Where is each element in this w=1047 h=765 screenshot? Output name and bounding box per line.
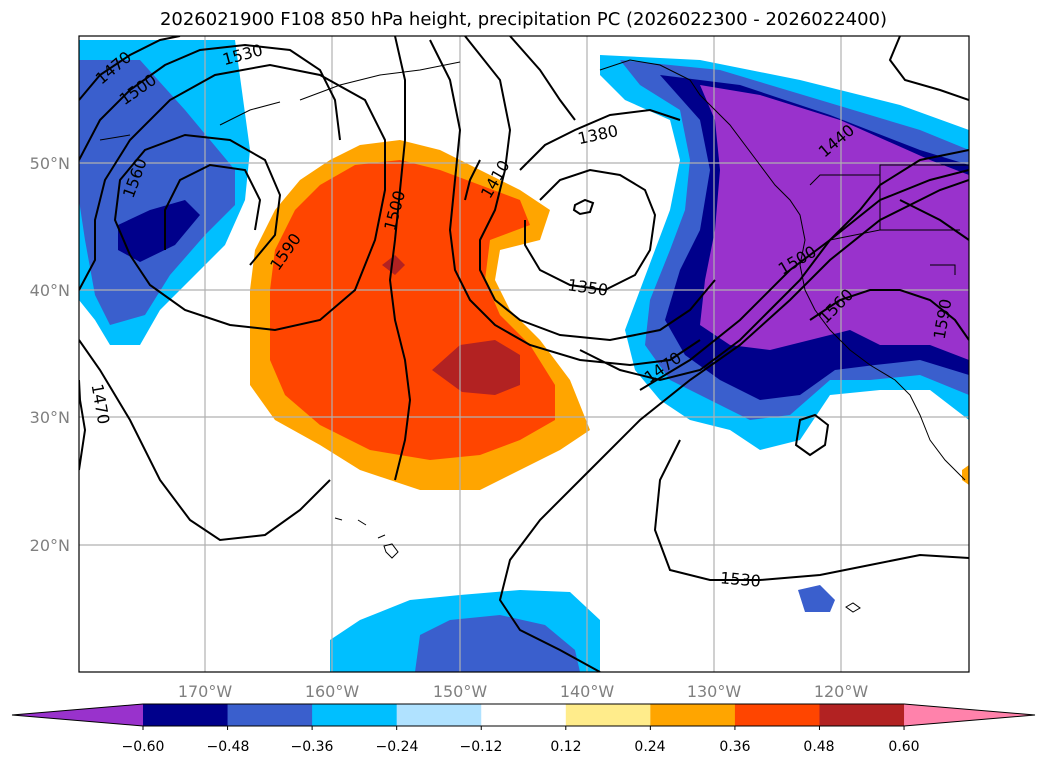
colorbar xyxy=(11,703,1036,730)
map-frame xyxy=(78,35,970,673)
colorbar-segment xyxy=(481,704,567,726)
longitude-labels: 170°W 160°W 150°W 140°W 130°W 120°W xyxy=(178,682,869,701)
lon-label: 120°W xyxy=(814,682,869,701)
colorbar-segment xyxy=(565,704,651,726)
lon-label: 130°W xyxy=(687,682,742,701)
colorbar-tick-label: −0.60 xyxy=(122,739,165,755)
colorbar-segment xyxy=(650,704,736,726)
colorbar-ticks: −0.60 −0.48 −0.36 −0.24 −0.12 0.12 0.24 … xyxy=(122,739,920,755)
map-panel: 1470 1500 1530 1560 1590 1500 1410 1380 … xyxy=(79,36,969,672)
colorbar-segment xyxy=(227,704,313,726)
colorbar-segment xyxy=(143,704,229,726)
neg-anomaly-small xyxy=(798,585,835,612)
lon-label: 150°W xyxy=(433,682,488,701)
height-contours xyxy=(79,36,969,672)
lat-label: 50°N xyxy=(30,154,70,173)
colorbar-segment xyxy=(734,704,820,726)
pos-anomaly-core xyxy=(382,255,520,395)
lon-label: 140°W xyxy=(560,682,615,701)
colorbar-extend-max xyxy=(904,704,1035,726)
contour-label: 1530 xyxy=(719,568,761,590)
colorbar-tick-label: −0.12 xyxy=(460,739,503,755)
map-title: 2026021900 F108 850 hPa height, precipit… xyxy=(159,9,888,30)
colorbar-tick-label: 0.12 xyxy=(550,739,581,755)
colorbar-extend-min xyxy=(12,704,143,726)
pos-anomaly-small xyxy=(962,465,969,485)
colorbar-tick-label: 0.36 xyxy=(719,739,750,755)
colorbar-tick-label: −0.48 xyxy=(207,739,250,755)
lon-label: 160°W xyxy=(305,682,360,701)
neg-anomaly-west-core xyxy=(118,200,200,262)
colorbar-tick-label: −0.36 xyxy=(291,739,334,755)
lat-label: 30°N xyxy=(30,408,70,427)
colorbar-tick-label: 0.60 xyxy=(888,739,919,755)
lat-label: 40°N xyxy=(30,281,70,300)
colorbar-segment xyxy=(312,704,398,726)
neg-anomaly-west-mid xyxy=(79,60,235,325)
colorbar-tick-label: 0.48 xyxy=(803,739,834,755)
colorbar-segment xyxy=(396,704,482,726)
colorbar-tick-label: 0.24 xyxy=(634,739,665,755)
latitude-labels: 50°N 40°N 30°N 20°N xyxy=(30,154,70,555)
colorbar-segment xyxy=(819,704,905,726)
neg-anomaly-south-mid xyxy=(415,615,580,672)
lat-label: 20°N xyxy=(30,536,70,555)
lon-label: 170°W xyxy=(178,682,233,701)
colorbar-tick-label: −0.24 xyxy=(376,739,419,755)
